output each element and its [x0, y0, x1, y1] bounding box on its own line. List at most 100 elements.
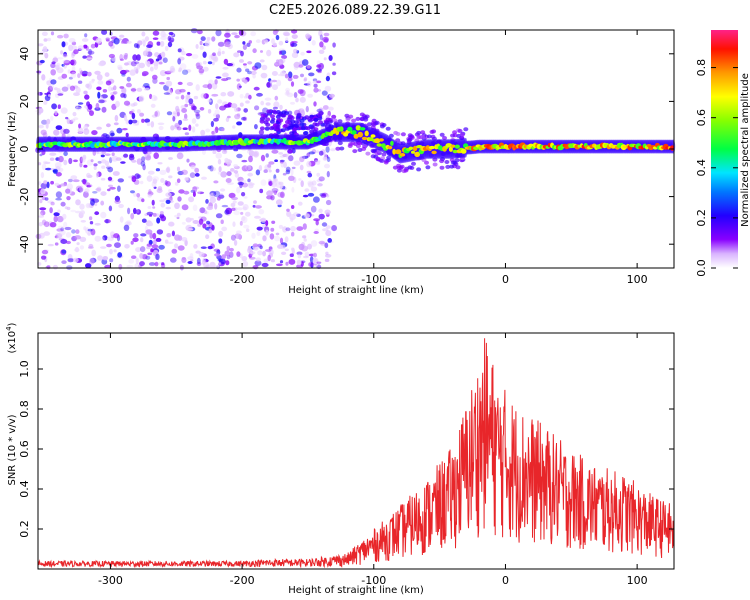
spectrogram-cell: [58, 155, 64, 163]
spectrogram-cell: [163, 92, 170, 95]
spectrogram-cell: [207, 99, 212, 103]
spectrogram-cell: [275, 125, 281, 129]
spectrogram-cell: [62, 59, 70, 64]
spectrogram-cell: [152, 239, 157, 246]
spectrogram-cell: [170, 257, 177, 263]
spectrogram-cell: [147, 252, 153, 256]
spectrogram-cell: [290, 42, 298, 47]
spectrogram-cell: [157, 122, 165, 126]
spectrogram-cell: [70, 118, 76, 122]
spectrogram-cell: [108, 86, 112, 92]
spectrogram-cell: [327, 238, 333, 243]
spectrogram-cell: [260, 217, 267, 223]
spectrogram-cell: [276, 263, 283, 267]
spectrogram-cell: [199, 107, 205, 111]
spectrogram-cell: [177, 245, 185, 251]
spectrogram-cell: [132, 54, 138, 61]
spectrogram-cell: [98, 99, 105, 104]
spectrogram-cell: [97, 80, 104, 85]
ridge-cell: [364, 130, 369, 137]
spectrogram-cell: [139, 261, 145, 267]
spectrogram-cell: [308, 72, 315, 77]
spectrogram-cell: [305, 126, 311, 131]
spectrogram-cell: [265, 249, 272, 252]
spectrogram-cell: [314, 159, 321, 163]
spectrogram-cell: [234, 172, 240, 178]
spectrogram-cell: [131, 255, 137, 259]
spectrogram-cell: [270, 259, 275, 263]
spectrogram-cell: [283, 161, 287, 169]
spectrogram-cell: [271, 109, 277, 114]
spectrogram-cell: [242, 41, 246, 45]
spectrogram-cell: [139, 112, 145, 117]
spectrogram-cell: [70, 209, 77, 213]
spectrogram-cell: [270, 114, 275, 119]
spectrogram-cell: [54, 110, 58, 116]
x-tick-label: 0: [502, 574, 509, 587]
spectrogram-cell: [233, 170, 239, 174]
ridge-cell: [376, 143, 383, 147]
spectrogram-cell: [176, 108, 181, 113]
spectrogram-cell: [151, 181, 157, 188]
spectrogram-cell: [201, 176, 207, 180]
spectrogram-cell: [277, 59, 284, 66]
spectrogram-cell: [212, 150, 217, 154]
spectrogram-cell: [63, 33, 69, 39]
spectrogram-cell: [37, 162, 42, 166]
spectrogram-cell: [109, 248, 113, 255]
spectrogram-cell: [262, 250, 266, 257]
spectrogram-cell: [67, 69, 71, 74]
spectrogram-cell: [324, 209, 331, 215]
spectrogram-cell: [39, 153, 43, 157]
spectrogram-cell: [37, 43, 44, 47]
spectrogram-cell: [107, 165, 111, 168]
spectrogram-cell: [264, 97, 272, 101]
spectrogram-cell: [97, 255, 103, 261]
spectrogram-cell: [94, 222, 101, 226]
spectrogram-cell: [313, 87, 319, 93]
spectrogram-cell: [197, 29, 203, 35]
spectrogram-cell: [331, 71, 337, 76]
spectrogram-cell: [432, 162, 438, 167]
spectrogram-cell: [160, 202, 166, 208]
spectrogram-cell: [365, 151, 371, 156]
spectrogram-cell: [285, 87, 291, 93]
spectrogram-cell: [176, 166, 181, 172]
spectrogram-cell: [118, 263, 123, 270]
spectrogram-cell: [75, 105, 79, 109]
spectrogram-cell: [254, 124, 258, 130]
colorbar-tick-label: 0.0: [695, 259, 708, 277]
spectrogram-cell: [213, 129, 217, 135]
spectrogram-cell: [307, 181, 314, 188]
spectrogram-cell: [185, 53, 193, 57]
spectrogram-cell: [156, 41, 161, 46]
spectrogram-cell: [252, 243, 259, 248]
spectrogram-cell: [121, 128, 128, 131]
spectrogram-cell: [69, 85, 76, 91]
spectrogram-cell: [146, 211, 154, 216]
spectrogram-cell: [266, 195, 273, 200]
spectrogram-cell: [184, 113, 188, 120]
spectrogram-cell: [174, 243, 179, 249]
spectrogram-cell: [89, 258, 95, 265]
spectrogram-cell: [136, 87, 143, 92]
spectrogram-cell: [211, 224, 215, 231]
spectrogram-cell: [50, 79, 57, 85]
spectrogram-cell: [255, 39, 261, 44]
colorbar-tick-label: 0.8: [695, 59, 708, 77]
spectrogram-cell: [95, 172, 99, 178]
spectrogram-cell: [236, 67, 242, 73]
spectrogram-cell: [271, 220, 276, 224]
spectrogram-cell: [307, 172, 313, 178]
spectrogram-cell: [117, 178, 125, 183]
spectrogram-cell: [125, 119, 130, 125]
spectrogram-cell: [245, 211, 251, 217]
spectrogram-cell: [252, 48, 257, 54]
spectrogram-cell: [247, 70, 252, 75]
spectrogram-cell: [285, 227, 291, 232]
spectrogram-cell: [51, 103, 57, 110]
spectrogram-cell: [296, 259, 302, 266]
spectrogram-cell: [296, 213, 301, 217]
spectrogram-cell: [64, 226, 72, 231]
spectrogram-cell: [311, 40, 316, 46]
